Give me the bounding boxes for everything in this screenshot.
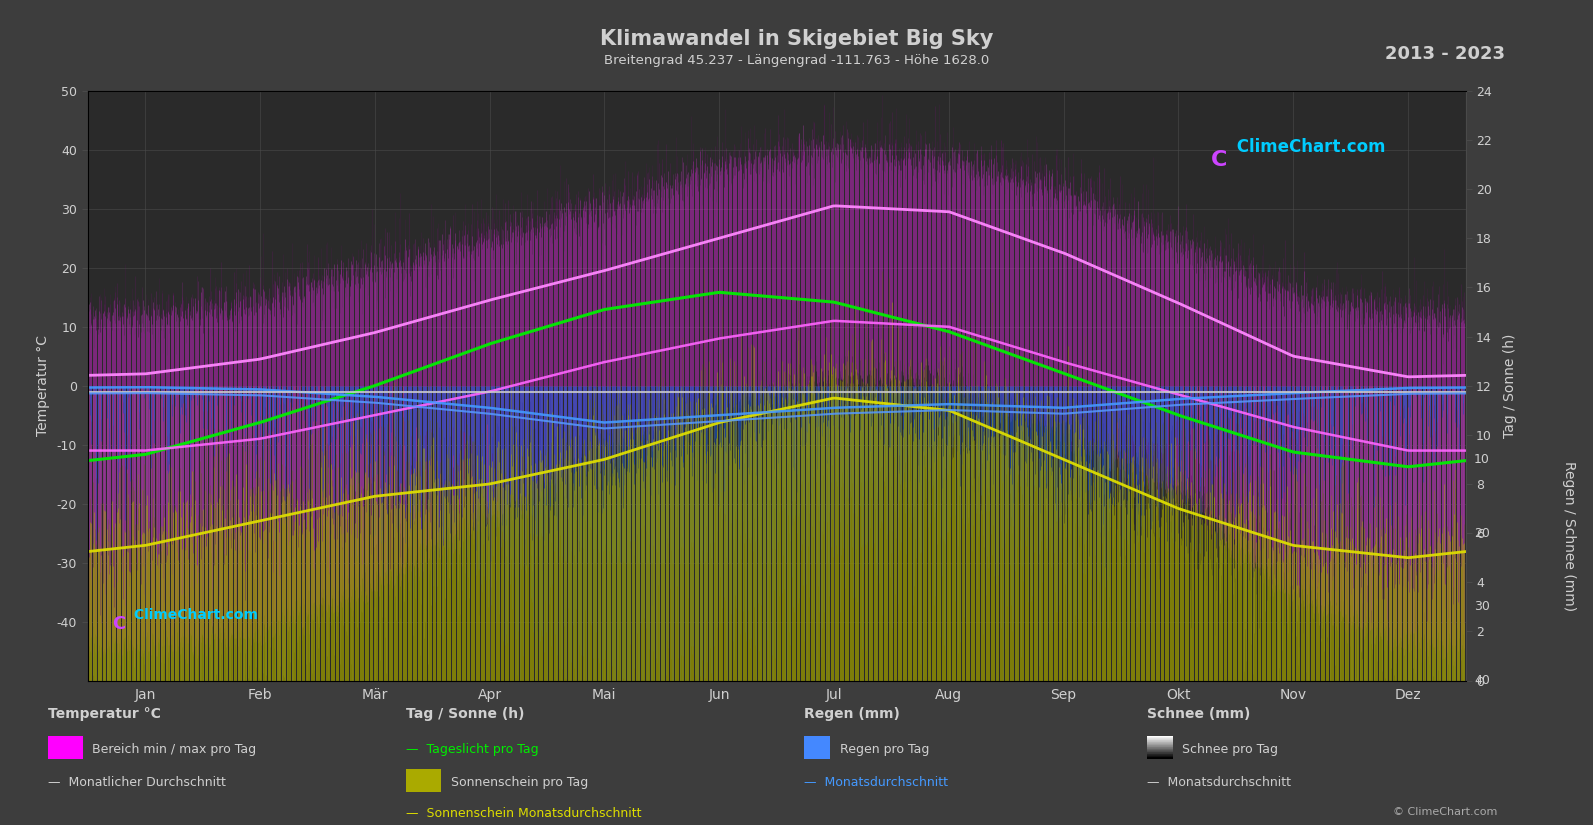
Text: —  Monatsdurchschnitt: — Monatsdurchschnitt xyxy=(804,776,948,790)
Text: Temperatur °C: Temperatur °C xyxy=(48,707,161,721)
Text: —  Monatsdurchschnitt: — Monatsdurchschnitt xyxy=(1147,776,1290,790)
Text: 20: 20 xyxy=(1474,526,1489,540)
Text: Bereich min / max pro Tag: Bereich min / max pro Tag xyxy=(92,743,256,757)
Text: —  Sonnenschein Monatsdurchschnitt: — Sonnenschein Monatsdurchschnitt xyxy=(406,807,642,820)
Text: 40: 40 xyxy=(1474,674,1489,687)
Text: —  Monatlicher Durchschnitt: — Monatlicher Durchschnitt xyxy=(48,776,226,790)
Text: 30: 30 xyxy=(1474,601,1489,614)
Text: 10: 10 xyxy=(1474,453,1489,466)
Text: Breitengrad 45.237 - Längengrad -111.763 - Höhe 1628.0: Breitengrad 45.237 - Längengrad -111.763… xyxy=(604,54,989,67)
Text: ClimeChart.com: ClimeChart.com xyxy=(129,608,258,622)
Text: Regen pro Tag: Regen pro Tag xyxy=(840,743,929,757)
Text: Tag / Sonne (h): Tag / Sonne (h) xyxy=(406,707,524,721)
Text: C: C xyxy=(1211,150,1227,170)
Text: Klimawandel in Skigebiet Big Sky: Klimawandel in Skigebiet Big Sky xyxy=(601,29,992,49)
Text: Regen / Schnee (mm): Regen / Schnee (mm) xyxy=(1563,461,1575,611)
Text: Schnee (mm): Schnee (mm) xyxy=(1147,707,1251,721)
Text: Regen (mm): Regen (mm) xyxy=(804,707,900,721)
Y-axis label: Temperatur °C: Temperatur °C xyxy=(37,335,49,436)
Text: C: C xyxy=(113,615,126,634)
Text: Sonnenschein pro Tag: Sonnenschein pro Tag xyxy=(451,776,588,790)
Text: © ClimeChart.com: © ClimeChart.com xyxy=(1392,807,1497,817)
Text: Schnee pro Tag: Schnee pro Tag xyxy=(1182,743,1278,757)
Text: ClimeChart.com: ClimeChart.com xyxy=(1231,138,1386,156)
Text: 2013 - 2023: 2013 - 2023 xyxy=(1386,45,1505,64)
Text: —  Tageslicht pro Tag: — Tageslicht pro Tag xyxy=(406,743,538,757)
Y-axis label: Tag / Sonne (h): Tag / Sonne (h) xyxy=(1502,333,1517,438)
